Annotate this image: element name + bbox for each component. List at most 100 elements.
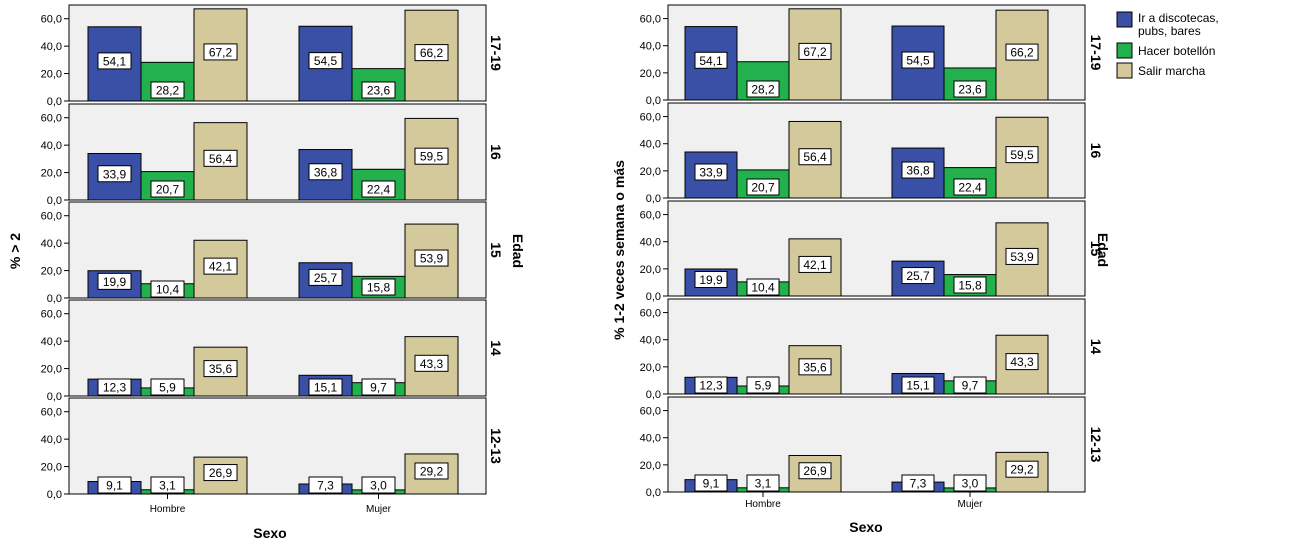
data-label: 35,6 (798, 358, 832, 376)
y-tick-label: 0,0 (47, 391, 62, 403)
panel-17-19: 0,0 20,0 40,0 60,0 54,1 54,5 28,2 23,6 67,2 66,2 1… (640, 4, 1104, 107)
data-label: 7,3 (308, 476, 343, 494)
y-tick-label: 60,0 (640, 210, 661, 222)
y-tick-label: 40,0 (640, 433, 661, 445)
data-label-text: 15,1 (314, 381, 338, 395)
data-label-text: 66,2 (420, 46, 444, 60)
y-tick-label: 0,0 (646, 291, 661, 303)
data-label-text: 22,4 (958, 181, 982, 195)
y-tick-label: 60,0 (41, 14, 62, 26)
data-label: 29,2 (414, 462, 449, 480)
data-label-text: 20,7 (156, 183, 180, 197)
panel-17-19: 0,0 20,0 40,0 60,0 54,1 54,5 28,2 23,6 67,2 66,2 1… (41, 4, 504, 108)
data-label-text: 26,9 (209, 466, 233, 480)
y-tick-label: 20,0 (640, 264, 661, 276)
x-category-label: Hombre (745, 499, 781, 510)
data-label-box (361, 278, 396, 296)
data-label-text: 43,3 (420, 357, 444, 371)
data-label-box (361, 378, 396, 396)
data-label-box (746, 278, 780, 296)
data-label-box (97, 52, 132, 70)
data-label-box (1005, 247, 1039, 265)
data-label: 43,3 (1005, 353, 1039, 371)
data-label: 59,5 (1005, 146, 1039, 164)
data-label-box (798, 255, 832, 273)
data-label-box (746, 80, 780, 98)
data-label-text: 59,5 (1010, 148, 1034, 162)
y-tick-label: 20,0 (41, 462, 62, 474)
data-label: 67,2 (798, 42, 832, 60)
data-label: 66,2 (414, 44, 449, 62)
chart-2: 0,0 20,0 40,0 60,0 54,1 54,5 28,2 23,6 67,2 66,2 1… (611, 4, 1219, 535)
x-axis-title: Sexo (253, 525, 286, 541)
data-label-box (361, 476, 396, 494)
data-label-text: 59,5 (420, 150, 444, 164)
data-label-text: 29,2 (420, 464, 444, 478)
data-label-text: 53,9 (1010, 250, 1034, 264)
panel-12-13: 0,0 20,0 40,0 60,0 9,1 7,3 3,1 3,0 26,9 29,2 12-13 (640, 396, 1104, 499)
data-label-box (694, 163, 728, 181)
data-label-text: 25,7 (906, 269, 930, 283)
data-label: 26,9 (798, 462, 832, 480)
data-label-box (308, 268, 343, 286)
data-label-box (414, 44, 449, 62)
data-label-box (97, 165, 132, 183)
data-label-box (798, 148, 832, 166)
y-tick-label: 40,0 (41, 140, 62, 152)
facet-title: Edad (510, 234, 526, 268)
data-label-box (361, 180, 396, 198)
y-tick-label: 20,0 (640, 68, 661, 80)
legend-label: Hacer botellón (1138, 44, 1215, 58)
data-label: 15,1 (308, 378, 343, 396)
data-label-text: 7,3 (317, 479, 334, 493)
data-label: 36,8 (308, 163, 343, 181)
y-tick-label: 60,0 (41, 407, 62, 419)
y-axis-title: % 1-2 veces semana o más (611, 160, 627, 340)
data-label-box (694, 270, 728, 288)
data-label: 3,1 (746, 474, 780, 492)
data-label: 54,1 (97, 52, 132, 70)
legend-label: Ir a discotecas, pubs, bares (1138, 11, 1219, 38)
x-category-label: Mujer (957, 499, 983, 510)
data-label: 15,1 (901, 376, 935, 394)
y-tick-label: 60,0 (41, 309, 62, 321)
data-label-text: 5,9 (755, 379, 772, 393)
data-label-box (798, 462, 832, 480)
data-label-box (308, 378, 343, 396)
data-label-box (203, 43, 238, 61)
data-label-box (97, 476, 132, 494)
y-tick-label: 40,0 (41, 434, 62, 446)
data-label-text: 54,5 (906, 54, 930, 68)
data-label: 10,4 (150, 280, 185, 298)
legend-label: Salir marcha (1138, 64, 1206, 78)
data-label: 23,6 (361, 81, 396, 99)
data-label-box (953, 276, 987, 294)
facet-panel-label: 14 (1088, 339, 1104, 355)
panel-15: 0,0 20,0 40,0 60,0 19,9 25,7 10,4 15,8 42,1 53,9 1… (41, 201, 504, 305)
data-label-box (361, 81, 396, 99)
data-label: 42,1 (203, 257, 238, 275)
data-label: 15,8 (361, 278, 396, 296)
data-label: 20,7 (746, 178, 780, 196)
data-label: 28,2 (150, 81, 185, 99)
data-label-text: 56,4 (803, 150, 827, 164)
data-label: 33,9 (97, 165, 132, 183)
data-label-box (746, 474, 780, 492)
data-label-box (1005, 43, 1039, 61)
data-label-box (694, 376, 728, 394)
data-label: 23,6 (953, 80, 987, 98)
data-label: 28,2 (746, 80, 780, 98)
panel-15: 0,0 20,0 40,0 60,0 19,9 25,7 10,4 15,8 42,1 53,9 1… (640, 200, 1104, 303)
data-label-text: 9,1 (106, 479, 123, 493)
data-label-text: 12,3 (699, 379, 723, 393)
data-label: 22,4 (953, 178, 987, 196)
data-label-box (203, 257, 238, 275)
y-tick-label: 60,0 (640, 14, 661, 26)
data-label-box (746, 178, 780, 196)
data-label-box (150, 180, 185, 198)
facet-panel-label: 16 (488, 144, 504, 160)
data-label-text: 19,9 (699, 273, 723, 287)
data-label: 15,8 (953, 276, 987, 294)
y-tick-label: 40,0 (41, 41, 62, 53)
data-label-box (308, 52, 343, 70)
